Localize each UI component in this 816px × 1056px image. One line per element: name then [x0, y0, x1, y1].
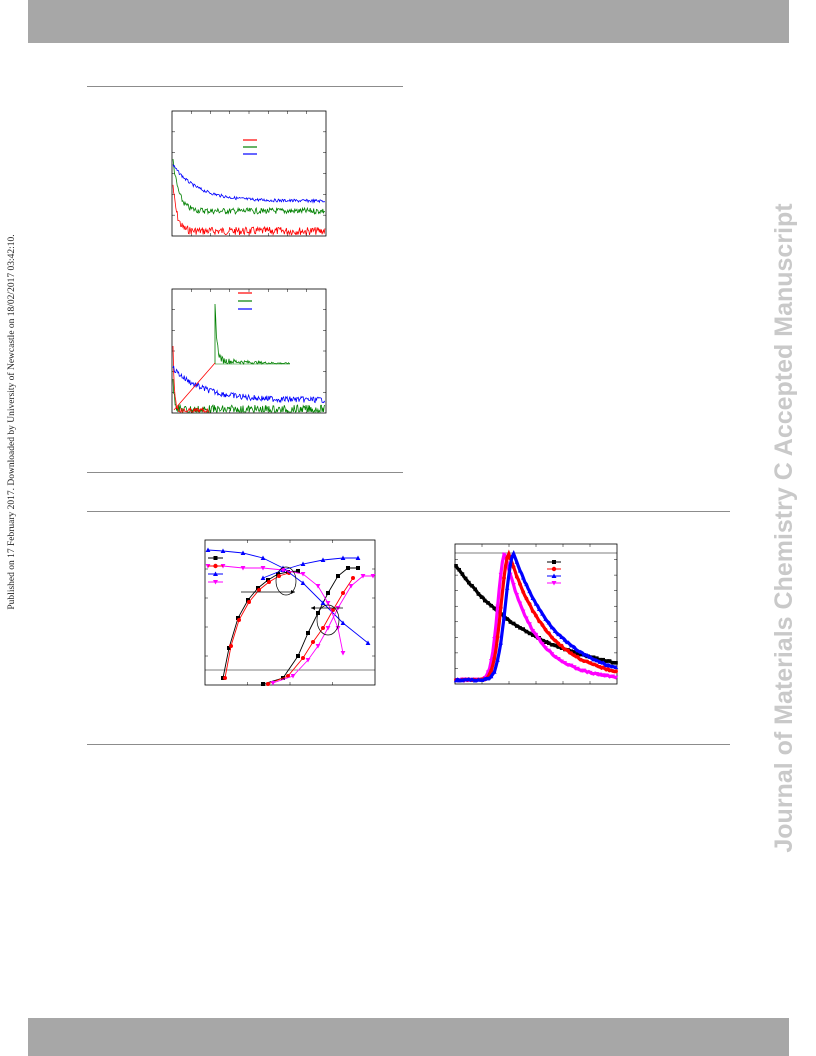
legend-entry-blue — [208, 572, 223, 577]
series-red-right — [266, 576, 355, 686]
plot-frame — [172, 289, 326, 413]
header-bar — [28, 0, 789, 43]
footer-bar — [28, 1018, 789, 1056]
legend — [547, 560, 561, 586]
chart-multi-axis — [203, 538, 377, 693]
plot-frame — [205, 540, 375, 685]
marker-triangle-down — [316, 584, 321, 589]
divider — [87, 472, 403, 473]
legend-entry-magenta — [547, 581, 561, 586]
marker-circle — [267, 580, 271, 584]
marker-triangle-up — [301, 581, 306, 586]
divider — [87, 744, 730, 745]
marker-square — [326, 591, 330, 595]
marker-triangle-down — [349, 584, 354, 589]
chart-peak-decay-svg — [453, 542, 619, 687]
chart-multi-axis-svg — [203, 538, 377, 688]
series-red — [173, 346, 209, 412]
legend — [238, 293, 252, 309]
chart-decay-a — [170, 110, 328, 243]
series-black-right — [261, 566, 360, 686]
series-red — [454, 554, 618, 683]
marker-square — [261, 682, 265, 686]
series-blue-right — [261, 556, 361, 581]
marker-circle — [223, 676, 227, 680]
marker-square — [306, 631, 310, 635]
legend — [208, 556, 223, 585]
legend — [243, 140, 257, 154]
marker-square — [336, 574, 340, 578]
legend-entry-red — [208, 564, 223, 568]
marker-circle — [257, 588, 261, 592]
marker-square — [356, 566, 360, 570]
legend-entry-red — [547, 567, 561, 571]
series-blue-left — [206, 548, 371, 646]
journal-title-watermark: Journal of Materials Chemistry C Accepte… — [767, 148, 801, 908]
marker-circle — [311, 640, 315, 644]
inset-pointer — [174, 363, 215, 410]
legend-entry-black — [208, 556, 223, 560]
legend-entry-black — [547, 560, 561, 564]
legend-entry-blue — [547, 574, 561, 579]
marker-circle — [341, 591, 345, 595]
chart-decay-a-svg — [170, 110, 328, 238]
marker-square — [296, 654, 300, 658]
marker-circle — [277, 574, 281, 578]
plot-frame — [172, 111, 326, 236]
marker-circle — [247, 600, 251, 604]
marker-circle — [266, 682, 270, 686]
series-blue — [173, 165, 325, 203]
marker-circle — [321, 626, 325, 630]
series-black-left — [221, 569, 300, 680]
series-blue — [173, 366, 325, 403]
publication-note: Published on 17 February 2017. Downloade… — [6, 172, 18, 672]
marker-triangle-down — [326, 626, 331, 631]
marker-circle — [229, 644, 233, 648]
marker-circle — [237, 618, 241, 622]
inset-series-green — [215, 304, 290, 364]
chart-peak-decay — [453, 542, 619, 692]
marker-triangle-down — [341, 651, 346, 656]
marker-square — [346, 566, 350, 570]
marker-circle — [351, 576, 355, 580]
inset — [174, 304, 290, 410]
chart-decay-b — [170, 288, 328, 420]
legend-entry-magenta — [208, 580, 223, 585]
marker-circle — [301, 656, 305, 660]
divider — [87, 511, 730, 512]
divider — [87, 86, 403, 87]
chart-decay-b-svg — [170, 288, 328, 415]
